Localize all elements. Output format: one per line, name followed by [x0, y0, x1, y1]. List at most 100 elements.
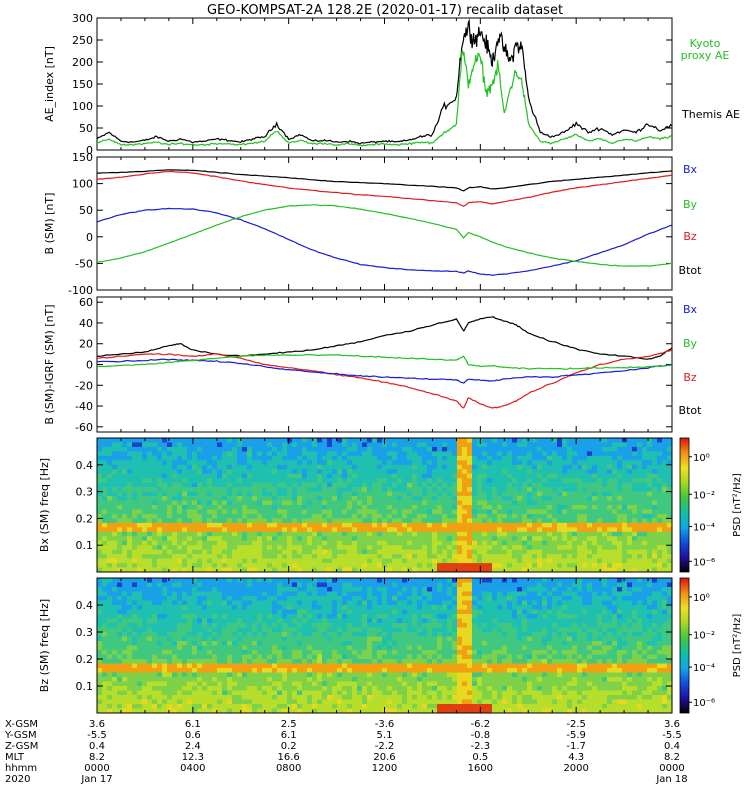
spectrogram-cell [652, 491, 658, 497]
spectrogram-cell [377, 522, 383, 528]
spectrogram-cell [287, 482, 293, 488]
spectrogram-cell [332, 460, 338, 466]
spectrogram-cell [537, 527, 543, 533]
spectrogram-cell [492, 469, 498, 475]
spectrogram-cell [212, 708, 218, 714]
spectrogram-cell [112, 469, 118, 475]
spectrogram-cell [207, 623, 213, 628]
spectrogram-cell [232, 478, 238, 483]
spectrogram-cell [212, 627, 218, 633]
spectrogram-cell [262, 509, 268, 515]
spectrogram-cell [352, 446, 358, 452]
spectrogram-cell [382, 549, 388, 555]
spectrogram-cell [497, 509, 503, 515]
spectrogram-cell [117, 632, 123, 637]
spectrogram-cell [257, 663, 263, 669]
spectrogram-cell [222, 708, 228, 714]
spectrogram-cell [292, 596, 298, 601]
spectrogram-cell [257, 636, 263, 642]
spectrogram-cell [277, 554, 283, 559]
spectrogram-cell [367, 522, 373, 528]
spectrogram-cell [402, 455, 408, 461]
spectrogram-cell [587, 460, 593, 466]
spectrogram-cell [102, 654, 108, 660]
spectrogram-cell [612, 451, 618, 457]
spectrogram-cell [622, 442, 628, 448]
spectrogram-cell [657, 496, 663, 501]
spectrogram-cell [172, 478, 178, 483]
spectrogram-cell [102, 473, 108, 479]
spectrogram-cell [547, 496, 553, 501]
spectrogram-cell [117, 690, 123, 696]
spectrogram-cell [542, 487, 548, 492]
spectrogram-cell [222, 455, 228, 461]
spectrogram-cell [182, 708, 188, 714]
y-tick-label: 0 [86, 359, 93, 372]
spectrogram-cell [192, 654, 198, 660]
spectrogram-cell [222, 482, 228, 488]
spectrogram-cell [147, 531, 153, 537]
spectrogram-cell [287, 527, 293, 533]
spectrogram-cell [397, 549, 403, 555]
spectrogram-cell [197, 663, 203, 669]
spectrogram-cell [127, 563, 133, 568]
spectrogram-cell [357, 505, 363, 510]
spectrogram-cell [527, 469, 533, 475]
spectrogram-cell [402, 509, 408, 515]
spectrogram-cell [237, 686, 243, 691]
spectrogram-cell [317, 549, 323, 555]
spectrogram-cell [142, 455, 148, 461]
spectrogram-cell [442, 540, 448, 546]
spectrogram-cell [157, 464, 163, 470]
spectrogram-cell [207, 663, 213, 669]
spectrogram-cell [272, 473, 278, 479]
spectrogram-cell [117, 677, 123, 682]
spectrogram-cell [597, 500, 603, 506]
spectrogram-cell [667, 536, 673, 542]
spectrogram-cell [287, 587, 293, 592]
spectrogram-cell [527, 446, 533, 452]
spectrogram-cell [567, 455, 573, 461]
spectrogram-cell [102, 446, 108, 452]
spectrogram-cell [207, 668, 213, 673]
spectrogram-cell [452, 549, 458, 555]
spectrogram-cell [522, 509, 528, 515]
spectrogram-cell [147, 438, 153, 443]
spectrogram-cell [107, 645, 113, 651]
spectrogram-cell [287, 650, 293, 655]
spectrogram-cell [207, 618, 213, 624]
spectrogram-cell [177, 587, 183, 592]
spectrogram-cell [142, 469, 148, 475]
spectrogram-cell [582, 522, 588, 528]
spectrogram-cell [197, 460, 203, 466]
spectrogram-cell [397, 464, 403, 470]
spectrogram-cell [257, 681, 263, 687]
spectrogram-cell [117, 623, 123, 628]
spectrogram-cell [512, 438, 518, 443]
spectrogram-cell [172, 704, 178, 709]
spectrogram-cell [302, 513, 308, 519]
spectrogram-cell [512, 549, 518, 555]
spectrogram-cell [617, 522, 623, 528]
spectrogram-cell [312, 473, 318, 479]
spectrogram-cell [302, 509, 308, 515]
spectrogram-cell [247, 563, 253, 568]
y-tick-label: 40 [79, 317, 93, 330]
spectrogram-cell [237, 545, 243, 550]
spectrogram-cell [107, 513, 113, 519]
spectrogram-cell [592, 460, 598, 466]
spectrogram-cell [177, 531, 183, 537]
spectrogram-cell [332, 446, 338, 452]
spectrogram-cell [247, 618, 253, 624]
spectrogram-cell [617, 554, 623, 559]
spectrogram-cell [227, 677, 233, 682]
spectrogram-cell [502, 487, 508, 492]
spectrogram-cell [262, 563, 268, 568]
spectrogram-cell [107, 591, 113, 597]
spectrogram-cell [117, 704, 123, 709]
spectrogram-cell [492, 496, 498, 501]
spectrogram-cell [477, 442, 483, 448]
spectrogram-cell [167, 627, 173, 633]
spectrogram-cell [537, 464, 543, 470]
spectrogram-cell [207, 650, 213, 655]
